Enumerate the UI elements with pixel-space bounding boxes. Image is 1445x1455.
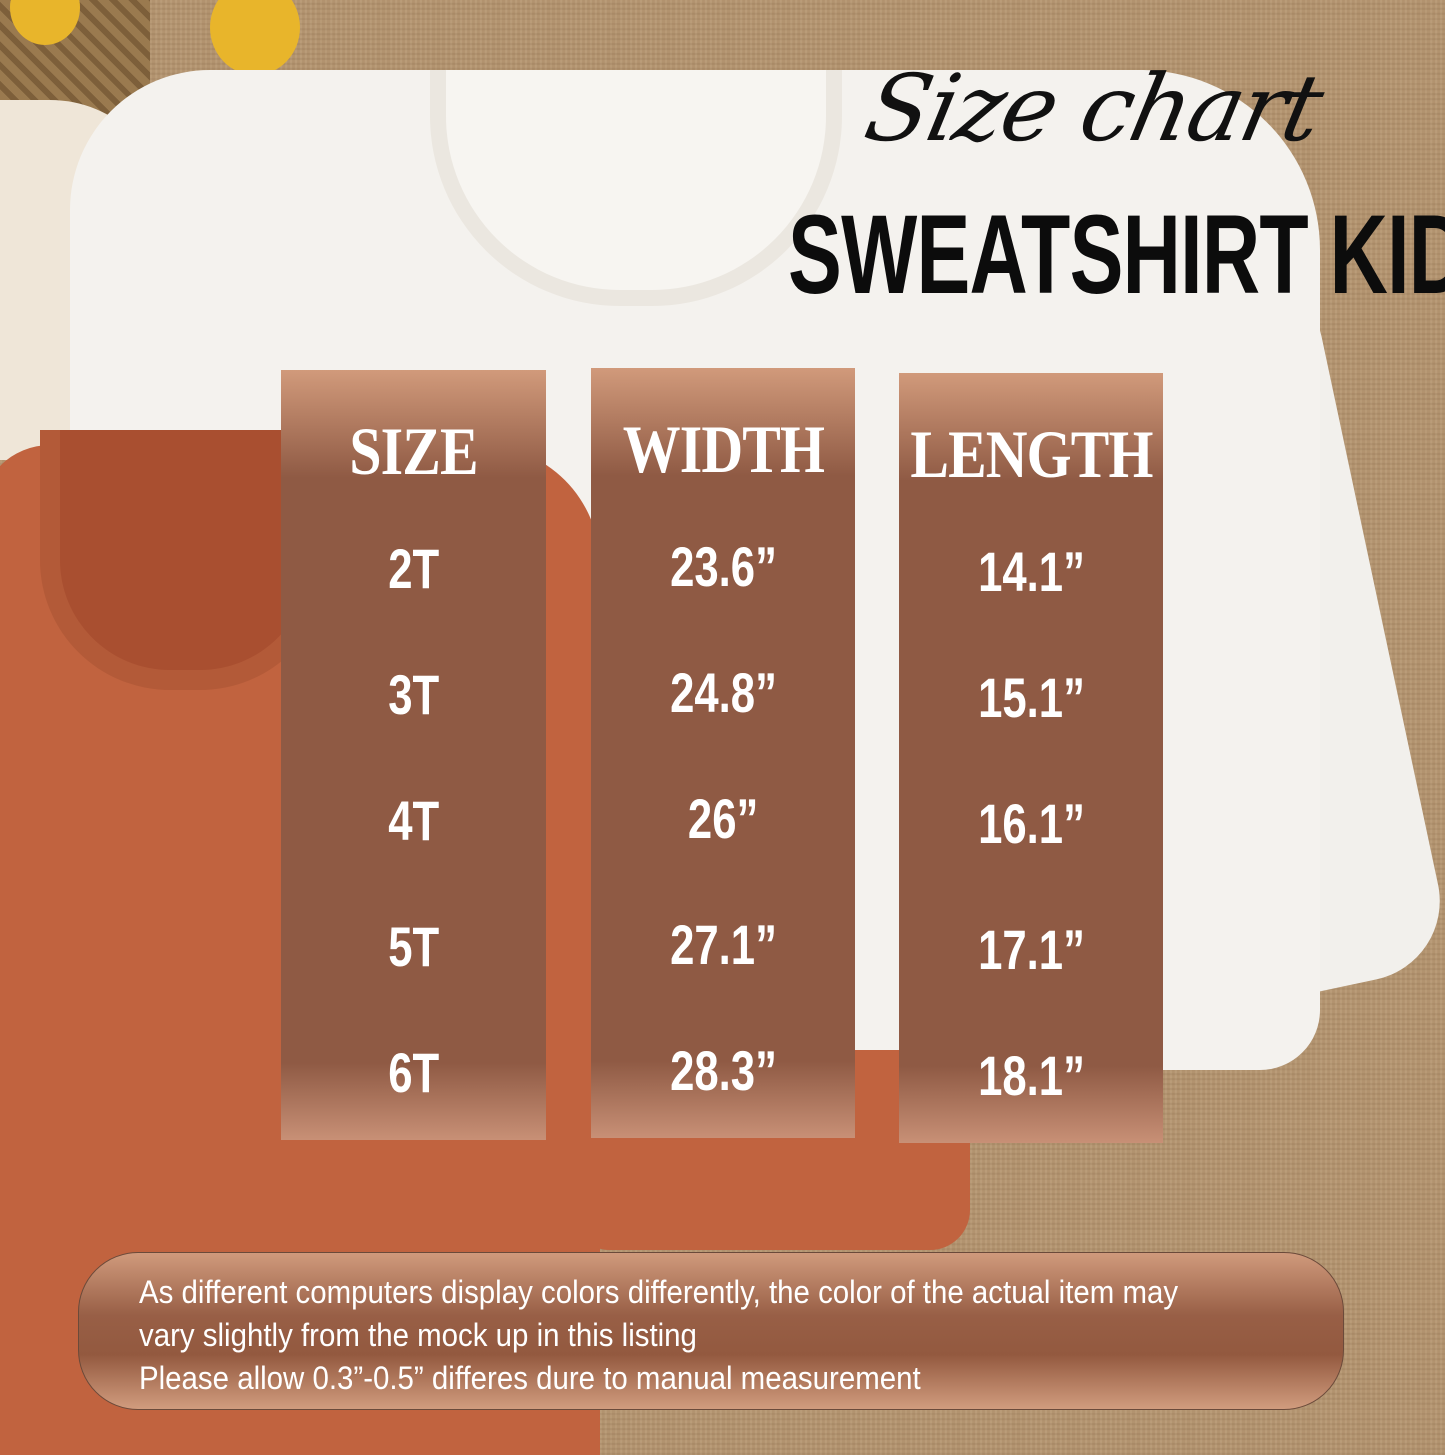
column-header-width: WIDTH [622,411,824,487]
table-cell-size: 6T [388,1041,439,1104]
table-cell-length: 18.1” [977,1044,1085,1107]
width-column: WIDTH 23.6” 24.8” 26” 27.1” 28.3” [591,368,855,1138]
table-cell-size: 2T [388,537,439,600]
table-cell-length: 14.1” [977,540,1085,603]
page-title: SWEATSHIRT KID [788,192,1445,317]
table-cell-width: 27.1” [669,913,777,976]
table-cell-width: 24.8” [669,661,777,724]
table-cell-length: 17.1” [977,918,1085,981]
note-line: vary slightly from the mock up in this l… [139,1317,697,1353]
note-line: Please allow 0.3”-0.5” differes dure to … [139,1360,921,1396]
table-cell-length: 16.1” [977,792,1085,855]
size-column: SIZE 2T 3T 4T 5T 6T [281,370,546,1140]
table-cell-size: 3T [388,663,439,726]
table-cell-width: 28.3” [669,1039,777,1102]
length-column: LENGTH 14.1” 15.1” 16.1” 17.1” 18.1” [899,373,1163,1143]
table-cell-width: 23.6” [669,535,777,598]
table-cell-length: 15.1” [977,666,1085,729]
title-script: Size chart [856,55,1331,162]
table-cell-size: 5T [388,915,439,978]
column-header-size: SIZE [349,413,478,489]
table-cell-width: 26” [687,787,759,850]
column-header-length: LENGTH [909,416,1153,492]
flower-photo [210,0,300,75]
note-line: As different computers display colors di… [139,1274,1179,1310]
disclaimer-note: As different computers display colors di… [78,1252,1344,1410]
table-cell-size: 4T [388,789,439,852]
